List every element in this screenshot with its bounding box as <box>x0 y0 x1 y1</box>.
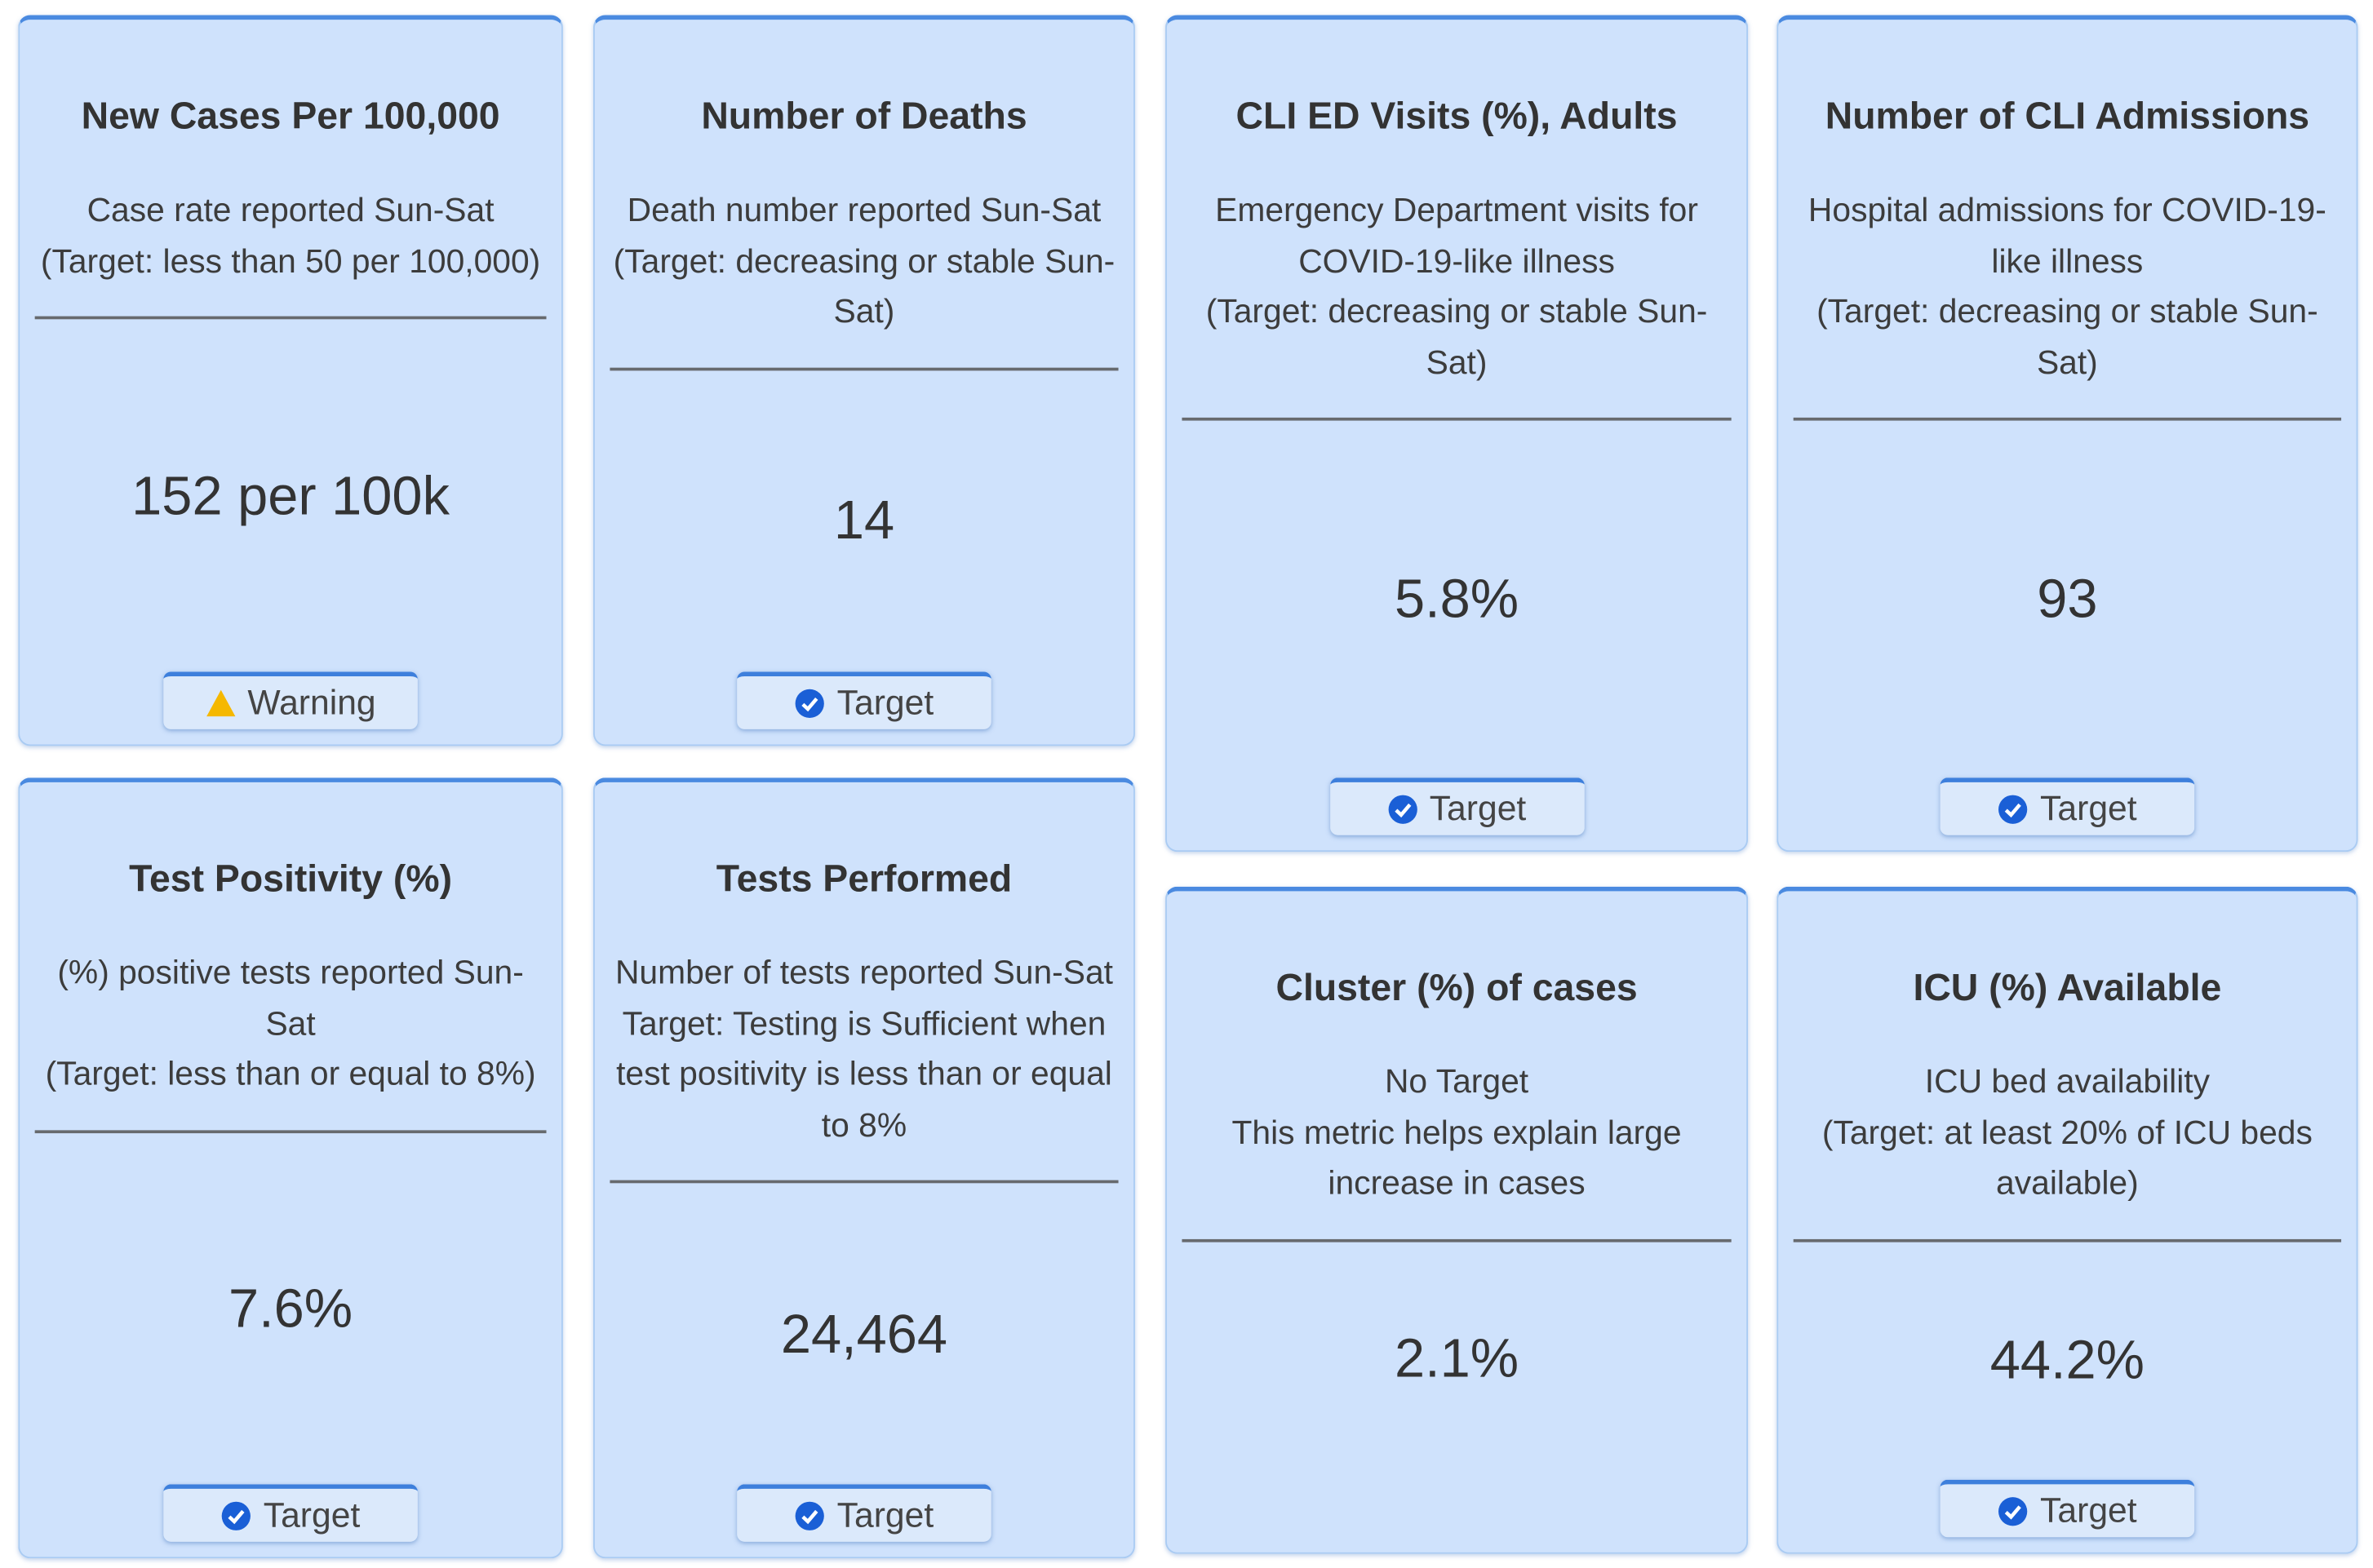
metric-card: Tests Performed Number of tests reported … <box>593 777 1135 1559</box>
card-description: Number of tests reported Sun-Sat Target: … <box>610 947 1118 1150</box>
metric-value: 44.2% <box>1989 1328 2145 1391</box>
card-title: New Cases Per 100,000 <box>81 95 500 138</box>
status-badge: Target <box>163 1484 418 1542</box>
description-line: Case rate reported Sun-Sat <box>86 190 495 229</box>
card-description: Emergency Department visits for COVID-19… <box>1182 184 1731 388</box>
metric-card: ICU (%) Available ICU bed availability (Ta… <box>1776 886 2358 1554</box>
metric-value: 2.1% <box>1394 1327 1519 1389</box>
metric-card: Test Positivity (%) (%) positive tests re… <box>18 777 563 1559</box>
divider <box>34 1129 547 1133</box>
divider <box>34 316 547 320</box>
divider <box>1793 1238 2342 1242</box>
metric-value: 7.6% <box>228 1276 353 1339</box>
metric-card: Number of CLI Admissions Hospital admissi… <box>1776 15 2358 853</box>
description-line: ICU bed availability <box>1924 1061 2211 1101</box>
divider <box>1793 417 2342 421</box>
status-label: Target <box>2040 1490 2137 1530</box>
card-title: Cluster (%) of cases <box>1275 967 1638 1010</box>
card-description: ICU bed availability (Target: at least 20… <box>1794 1056 2341 1208</box>
description-line: Target: Testing is Sufficient when test … <box>616 1003 1112 1144</box>
card-title: CLI ED Visits (%), Adults <box>1235 95 1678 138</box>
status-icon <box>795 688 825 718</box>
metric-card: New Cases Per 100,000 Case rate reported … <box>18 15 563 746</box>
status-icon <box>1998 1495 2028 1526</box>
description-line: (Target: decreasing or stable Sun-Sat) <box>1205 291 1708 381</box>
description-line: (Target: decreasing or stable Sun-Sat) <box>1816 291 2318 381</box>
card-title: Number of CLI Admissions <box>1825 95 2310 138</box>
status-label: Target <box>1429 788 1527 828</box>
card-description: Case rate reported Sun-Sat (Target: less … <box>41 184 540 286</box>
status-icon <box>795 1500 825 1530</box>
divider <box>610 366 1119 370</box>
description-line: Number of tests reported Sun-Sat <box>614 953 1114 991</box>
metric-value: 24,464 <box>780 1301 948 1364</box>
status-icon <box>1387 794 1417 824</box>
status-label: Warning <box>247 682 376 722</box>
status-badge: Target <box>737 671 991 729</box>
status-icon <box>1998 794 2028 824</box>
description-line: This metric helps explain large increase… <box>1231 1113 1682 1202</box>
metric-card: CLI ED Visits (%), Adults Emergency Depar… <box>1165 15 1749 853</box>
status-label: Target <box>836 1495 934 1535</box>
card-title: Tests Performed <box>716 857 1013 901</box>
status-badge: Target <box>1940 777 2195 835</box>
description-line: (Target: at least 20% of ICU beds availa… <box>1821 1113 2313 1202</box>
description-line: Emergency Department visits for COVID-19… <box>1215 190 1698 280</box>
card-title: Test Positivity (%) <box>129 857 453 901</box>
metric-value: 93 <box>2037 567 2098 630</box>
divider <box>1182 417 1732 421</box>
status-badge: Target <box>737 1484 991 1542</box>
status-icon <box>221 1500 251 1530</box>
description-line: (%) positive tests reported Sun-Sat <box>57 953 524 1042</box>
divider <box>1182 1238 1732 1242</box>
card-title: Number of Deaths <box>701 95 1027 138</box>
status-badge: Target <box>1940 1479 2195 1538</box>
metric-card: Number of Deaths Death number reported Su… <box>593 15 1135 746</box>
status-badge: Target <box>1329 777 1584 835</box>
card-description: No Target This metric helps explain large… <box>1182 1056 1731 1208</box>
metric-value: 14 <box>833 489 895 551</box>
description-line: (Target: decreasing or stable Sun-Sat) <box>613 241 1116 330</box>
card-description: Death number reported Sun-Sat (Target: de… <box>610 184 1118 336</box>
divider <box>610 1180 1119 1184</box>
status-label: Target <box>2040 788 2137 828</box>
metric-card: Cluster (%) of cases No Target This metric… <box>1165 886 1749 1554</box>
card-description: Hospital admissions for COVID-19-like il… <box>1794 184 2341 388</box>
metric-value: 5.8% <box>1394 567 1519 630</box>
status-label: Target <box>836 682 934 722</box>
status-icon <box>205 688 235 718</box>
metric-value: 152 per 100k <box>131 463 450 526</box>
description-line: (Target: less than or equal to 8%) <box>45 1054 536 1093</box>
status-label: Target <box>263 1495 361 1535</box>
description-line: Hospital admissions for COVID-19-like il… <box>1807 190 2326 280</box>
description-line: No Target <box>1384 1061 1529 1101</box>
description-line: Death number reported Sun-Sat <box>627 190 1102 229</box>
card-title: ICU (%) Available <box>1913 967 2222 1010</box>
card-description: (%) positive tests reported Sun-Sat (Targ… <box>35 947 547 1099</box>
description-line: (Target: less than 50 per 100,000) <box>40 241 541 280</box>
status-badge: Warning <box>163 671 418 729</box>
